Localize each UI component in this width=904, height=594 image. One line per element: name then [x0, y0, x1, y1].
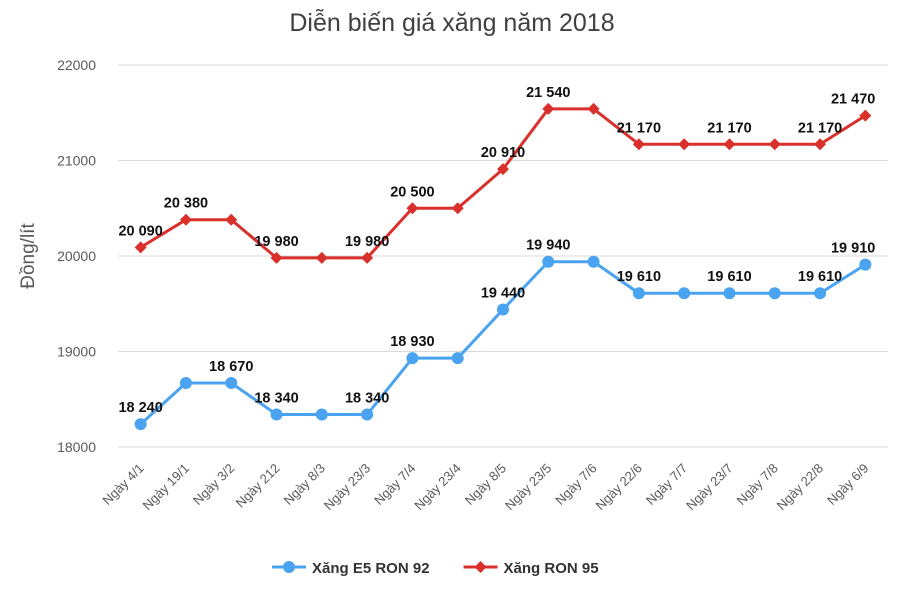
data-label: 19 610 — [617, 269, 661, 285]
data-label: 21 470 — [831, 92, 875, 108]
x-tick-label: Ngày 22/8 — [774, 461, 827, 514]
y-tick-label: 19000 — [57, 344, 96, 360]
data-point — [768, 138, 781, 151]
data-point — [497, 163, 509, 176]
data-label: 18 930 — [390, 334, 434, 350]
x-tick-label: Ngày 8/5 — [462, 461, 509, 508]
data-point — [587, 102, 600, 115]
y-tick-label: 21000 — [57, 153, 96, 169]
data-label: 21 540 — [526, 85, 570, 101]
data-point — [723, 138, 736, 151]
data-point — [179, 213, 192, 226]
data-label: 20 910 — [481, 145, 525, 161]
data-label: 20 090 — [118, 223, 162, 239]
series-lines — [134, 102, 872, 431]
data-point — [361, 408, 374, 421]
data-point — [587, 255, 600, 268]
data-point — [632, 287, 645, 300]
data-point — [859, 258, 872, 271]
data-point — [270, 251, 283, 264]
data-point — [134, 418, 147, 431]
data-label: 20 380 — [164, 196, 208, 212]
series-line — [139, 107, 867, 260]
data-label: 20 500 — [390, 184, 434, 200]
data-point — [406, 352, 419, 365]
data-label: 21 170 — [617, 120, 661, 136]
data-point — [678, 138, 691, 151]
data-point — [225, 377, 238, 390]
x-tick-label: Ngày 6/9 — [824, 461, 871, 508]
legend-label: Xăng RON 95 — [504, 560, 599, 577]
data-point — [768, 287, 781, 300]
data-label: 19 610 — [798, 269, 842, 285]
legend: Xăng E5 RON 92 Xăng RON 95 — [272, 560, 599, 577]
data-point — [859, 109, 872, 122]
x-tick-label: Ngày 23/5 — [502, 461, 555, 514]
data-point — [451, 352, 464, 365]
x-tick-label: Ngày 23/4 — [411, 461, 464, 514]
x-tick-label: Ngày 7/4 — [371, 461, 418, 508]
y-tick-label: 18000 — [57, 439, 96, 455]
data-label: 19 610 — [707, 269, 751, 285]
x-tick-label: Ngày 7/6 — [552, 461, 599, 508]
data-point — [497, 303, 509, 316]
y-tick-label: 20000 — [57, 248, 96, 264]
data-label: 19 980 — [254, 234, 298, 250]
data-label: 18 670 — [209, 359, 253, 375]
x-tick-label: Ngày 7/7 — [643, 461, 690, 508]
data-label: 18 340 — [254, 391, 298, 407]
x-tick-label: Ngày 8/3 — [281, 461, 328, 508]
data-point — [179, 377, 192, 390]
x-tick-label: Ngày 7/8 — [733, 461, 780, 508]
data-point — [315, 408, 328, 421]
data-point — [451, 202, 464, 215]
data-point — [632, 138, 645, 151]
x-tick-label: Ngày 19/1 — [140, 461, 193, 514]
data-point — [814, 138, 827, 151]
y-tick-label: 22000 — [57, 57, 96, 73]
y-axis-ticks: 18000 19000 20000 21000 22000 — [57, 57, 96, 455]
data-label: 21 170 — [798, 120, 842, 136]
series-1 — [134, 255, 872, 431]
data-point — [814, 287, 827, 300]
x-tick-label: Ngày 212 — [233, 461, 283, 511]
legend-label: Xăng E5 RON 92 — [312, 560, 430, 577]
x-tick-label: Ngày 3/2 — [190, 461, 237, 508]
legend-marker — [283, 561, 295, 573]
data-point — [723, 287, 736, 300]
data-point — [315, 251, 328, 264]
data-label: 19 980 — [345, 234, 389, 250]
data-point — [225, 213, 238, 226]
data-point — [406, 202, 419, 215]
data-label: 19 440 — [481, 285, 525, 301]
data-label: 18 340 — [345, 391, 389, 407]
data-point — [270, 408, 283, 421]
data-label: 19 910 — [831, 241, 875, 257]
x-tick-label: Ngày 22/6 — [592, 461, 645, 514]
chart-title: Diễn biến giá xăng năm 2018 — [289, 8, 614, 37]
data-point — [678, 287, 691, 300]
x-tick-label: Ngày 4/1 — [99, 461, 146, 508]
data-point — [542, 255, 555, 268]
data-label: 21 170 — [707, 120, 751, 136]
y-axis-label: Đồng/lít — [18, 223, 39, 289]
series-2 — [134, 102, 872, 264]
data-point — [361, 251, 374, 264]
data-label: 18 240 — [118, 400, 162, 416]
legend-marker — [474, 561, 487, 573]
data-point — [134, 241, 147, 254]
data-point — [542, 102, 555, 115]
gridlines — [118, 64, 888, 448]
data-label: 19 940 — [526, 238, 570, 254]
x-tick-label: Ngày 23/3 — [321, 461, 374, 514]
x-tick-label: Ngày 23/7 — [683, 461, 736, 514]
